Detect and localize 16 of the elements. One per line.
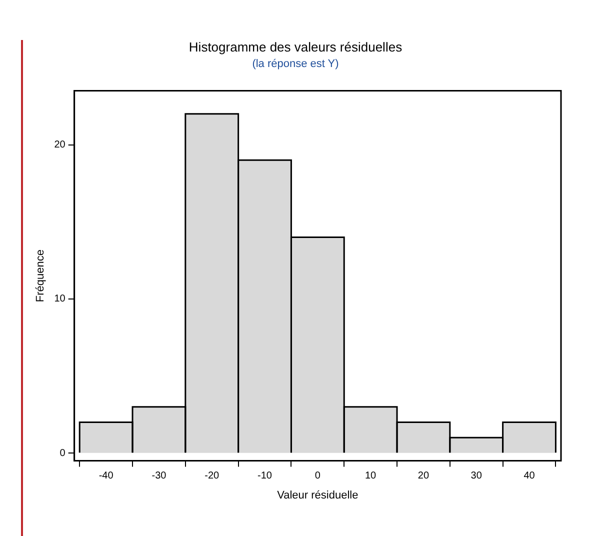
y-tick-label: 10 xyxy=(54,294,66,305)
chart-title: Histogramme des valeurs résiduelles xyxy=(188,39,403,54)
x-tick-label: -40 xyxy=(98,470,114,482)
x-tick-label: -20 xyxy=(204,470,220,482)
x-tick-label: 20 xyxy=(418,470,430,482)
chart-subtitle: (la réponse est Y) xyxy=(252,58,339,70)
x-tick-label: 0 xyxy=(314,470,321,482)
x-tick-label: 30 xyxy=(470,470,482,482)
y-tick-label: 0 xyxy=(60,448,66,459)
x-tick-label: -10 xyxy=(258,470,272,482)
y-axis-title: Fréquence xyxy=(34,250,47,302)
x-tick-label: 10 xyxy=(365,470,377,482)
y-tick-label: 20 xyxy=(54,140,66,151)
x-axis-title: Valeur résiduelle xyxy=(277,489,358,502)
x-tick-label: -30 xyxy=(152,470,167,482)
x-tick-label: 40 xyxy=(524,470,536,482)
